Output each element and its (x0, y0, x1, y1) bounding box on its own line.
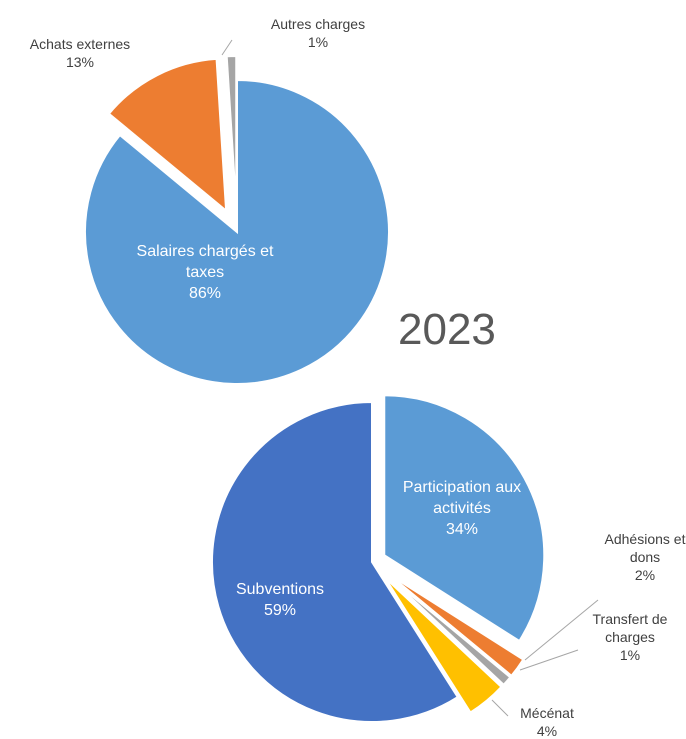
data-label-name: Achats externes (29, 36, 131, 52)
data-label-value: 4% (536, 723, 558, 739)
data-label-value: 34% (445, 521, 479, 538)
data-label-name: Salaires chargés et taxes (136, 243, 274, 281)
pie-slice (84, 78, 390, 385)
data-label-name: Transfert de charges (592, 611, 668, 646)
leader-line (491, 699, 509, 717)
pie-slice (383, 394, 546, 643)
data-label-name: Participation aux activités (402, 479, 522, 517)
leader-line (221, 39, 233, 56)
pie-slice (225, 55, 238, 209)
data-label-name: Adhésions et dons (604, 531, 686, 566)
chart-title: 2023 (398, 305, 496, 354)
data-label-value: 86% (188, 285, 222, 302)
data-label-name: Autres charges (270, 16, 366, 32)
leader-line (524, 599, 599, 661)
data-label-name: Subventions (235, 581, 325, 598)
data-label-value: 1% (619, 647, 641, 663)
leader-line (519, 649, 579, 671)
data-label-name: Mécénat (520, 705, 574, 721)
pie-slice (211, 400, 460, 723)
data-label-value: 13% (65, 54, 95, 70)
data-label-value: 1% (307, 34, 329, 50)
pie-slice (107, 57, 228, 213)
pie-slice (386, 574, 512, 687)
pie-slice (383, 576, 503, 714)
data-label-value: 59% (263, 602, 297, 619)
pie-slice (387, 572, 525, 678)
data-label-value: 2% (634, 567, 656, 583)
